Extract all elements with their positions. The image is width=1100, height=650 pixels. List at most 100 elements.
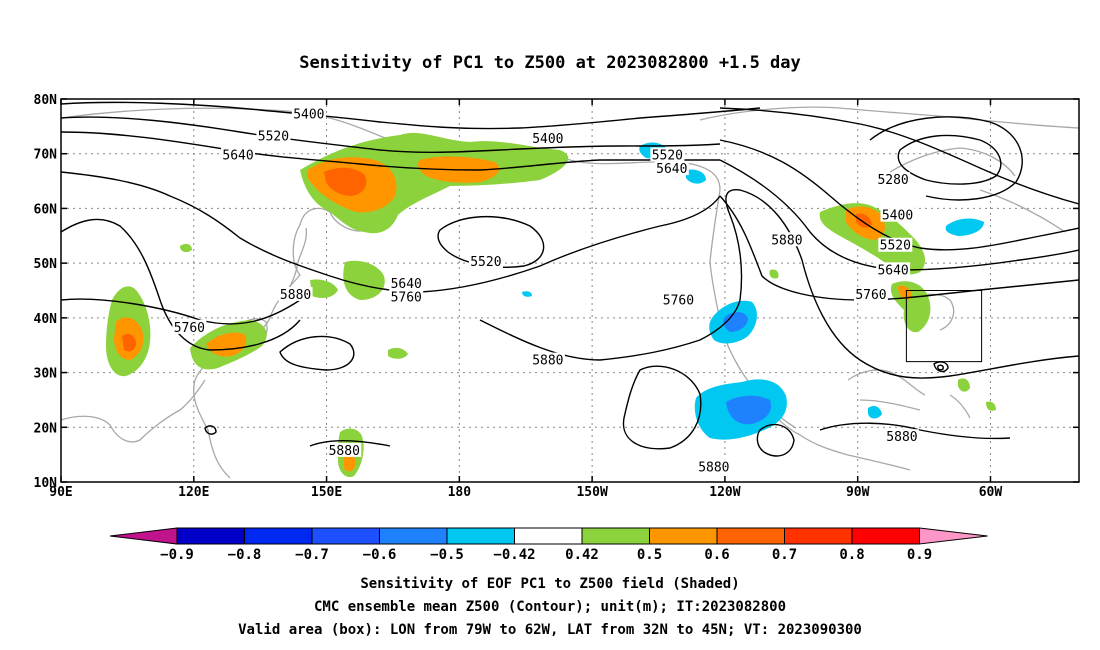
contour-label: 5640: [222, 148, 253, 163]
shade-atlantic-blue: [945, 218, 984, 236]
contour-label-bg: [769, 232, 804, 247]
x-tick-label: 150E: [311, 485, 342, 500]
contour-label: 5400: [532, 132, 563, 147]
contour-small-1: [204, 425, 217, 435]
contour-label-bg: [696, 459, 731, 474]
contour-label-bg: [654, 161, 689, 176]
colorbar-segment: [716, 527, 785, 545]
contour-small-3: [937, 364, 944, 371]
contour-na-5520: [719, 139, 1079, 251]
contour-low-5400: [869, 116, 1023, 201]
colorbar-label: −0.42: [493, 547, 535, 563]
colorbar-label: 0.5: [637, 547, 662, 563]
x-tick-label: 90E: [49, 485, 72, 500]
contour-na-5880: [725, 189, 1079, 379]
contour-label-bg: [880, 207, 915, 222]
contour-na-5400: [719, 107, 1079, 205]
caption-line-2: CMC ensemble mean Z500 (Contour); unit(m…: [314, 599, 786, 615]
colorbar-left-triangle: [109, 527, 178, 545]
x-tick-label: 120W: [709, 485, 740, 500]
shade-alaska-blue2: [686, 169, 706, 184]
contour-low-5280: [897, 134, 1002, 185]
contour-label: 5880: [886, 430, 917, 445]
contour-label: 5640: [656, 162, 687, 177]
contour-label-bg: [291, 106, 326, 121]
y-tick-label: 40N: [34, 312, 58, 327]
contour-gulf-5880: [756, 423, 795, 457]
colorbar-segment: [581, 527, 650, 545]
colorbar-segment: [244, 527, 313, 545]
shade-pac-blue: [522, 291, 532, 297]
shade-eastcoast-orange: [898, 285, 912, 300]
caption-line-3: Valid area (box): LON from 79W to 62W, L…: [238, 622, 862, 638]
contour-label: 5760: [391, 291, 422, 306]
contour-label-bg: [884, 429, 919, 444]
colorbar-segment: [379, 527, 448, 545]
contour-label: 5400: [882, 209, 913, 224]
colorbar-label: 0.7: [772, 547, 797, 563]
shade-gom-green: [769, 269, 779, 279]
colorbar-label: −0.6: [363, 547, 397, 563]
colorbar-segment: [784, 527, 853, 545]
colorbar-segment: [514, 527, 583, 545]
contour-label-bg: [389, 276, 424, 291]
contour-label-bg: [256, 128, 291, 143]
contour-east-5880: [479, 299, 741, 361]
colorbar-segment: [311, 527, 380, 545]
contour-label: 5520: [258, 129, 289, 144]
shade-caribbean-blue: [868, 406, 882, 419]
colorbar-segment: [446, 527, 515, 545]
contour-label-bg: [172, 319, 207, 334]
contour-label: 5760: [663, 293, 694, 308]
shade-pac-green: [180, 243, 192, 253]
contour-aleutian-5520: [437, 216, 545, 268]
contour-label: 5760: [174, 321, 205, 336]
shade-tropic-orange: [344, 454, 356, 472]
y-tick-label: 20N: [34, 421, 58, 436]
shade-pacific-green: [388, 347, 408, 359]
shade-siberia-orange2: [324, 167, 367, 196]
colorbar-right-triangle: [919, 527, 988, 545]
contour-label: 5520: [880, 239, 911, 254]
contour-label: 5640: [877, 263, 908, 278]
caption-line-1: Sensitivity of EOF PC1 to Z500 field (Sh…: [360, 576, 739, 592]
contour-label-bg: [468, 254, 503, 269]
y-tick-label: 30N: [34, 367, 58, 382]
figure-title: Sensitivity of PC1 to Z500 at 2023082800…: [299, 53, 801, 73]
x-tick-label: 180: [448, 485, 472, 500]
contour-label-bg: [661, 292, 696, 307]
contour-5880-pac: [279, 335, 355, 371]
contour-label-bg: [530, 131, 565, 146]
contour-5640-west: [61, 131, 720, 171]
contour-label: 5520: [652, 148, 683, 163]
contour-label-bg: [327, 442, 362, 457]
contour-label-bg: [530, 352, 565, 367]
colorbar-segment: [851, 527, 920, 545]
valid-area-box: [905, 290, 983, 363]
contour-label: 5640: [391, 277, 422, 292]
colorbar-label: 0.42: [565, 547, 599, 563]
y-tick-label: 50N: [34, 257, 58, 272]
colorbar-segment: [649, 527, 718, 545]
colorbar-label: −0.9: [160, 547, 194, 563]
shade-kamchatka-green: [343, 260, 385, 300]
contour-label-bg: [876, 172, 911, 187]
contour-label-bg: [389, 289, 424, 304]
contour-label-bg: [221, 147, 256, 162]
contour-lobe-west: [61, 218, 301, 351]
colorbar-label: −0.5: [430, 547, 464, 563]
shade-china-orange2: [122, 334, 136, 352]
x-tick-label: 90W: [846, 485, 870, 500]
contour-tropic-5880: [309, 440, 391, 447]
contour-label-bg: [278, 286, 313, 301]
contour-label: 5880: [280, 288, 311, 303]
y-tick-label: 80N: [34, 93, 58, 108]
contour-label-bg: [878, 237, 913, 252]
contour-label: 5880: [698, 460, 729, 475]
contour-label: 5400: [293, 107, 324, 122]
contour-label: 5760: [855, 288, 886, 303]
contour-label-bg: [853, 286, 888, 301]
shade-hudson-orange2: [856, 213, 872, 228]
y-tick-label: 70N: [34, 148, 58, 163]
contour-label: 5880: [532, 354, 563, 369]
